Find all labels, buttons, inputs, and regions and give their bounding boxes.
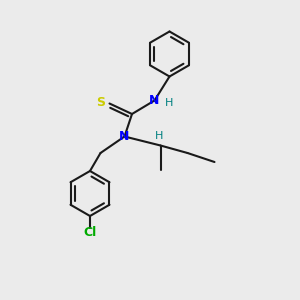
Text: S: S (97, 95, 106, 109)
Text: N: N (149, 94, 160, 107)
Text: N: N (119, 130, 130, 143)
Text: H: H (165, 98, 173, 108)
Text: H: H (155, 131, 163, 141)
Text: Cl: Cl (83, 226, 97, 239)
